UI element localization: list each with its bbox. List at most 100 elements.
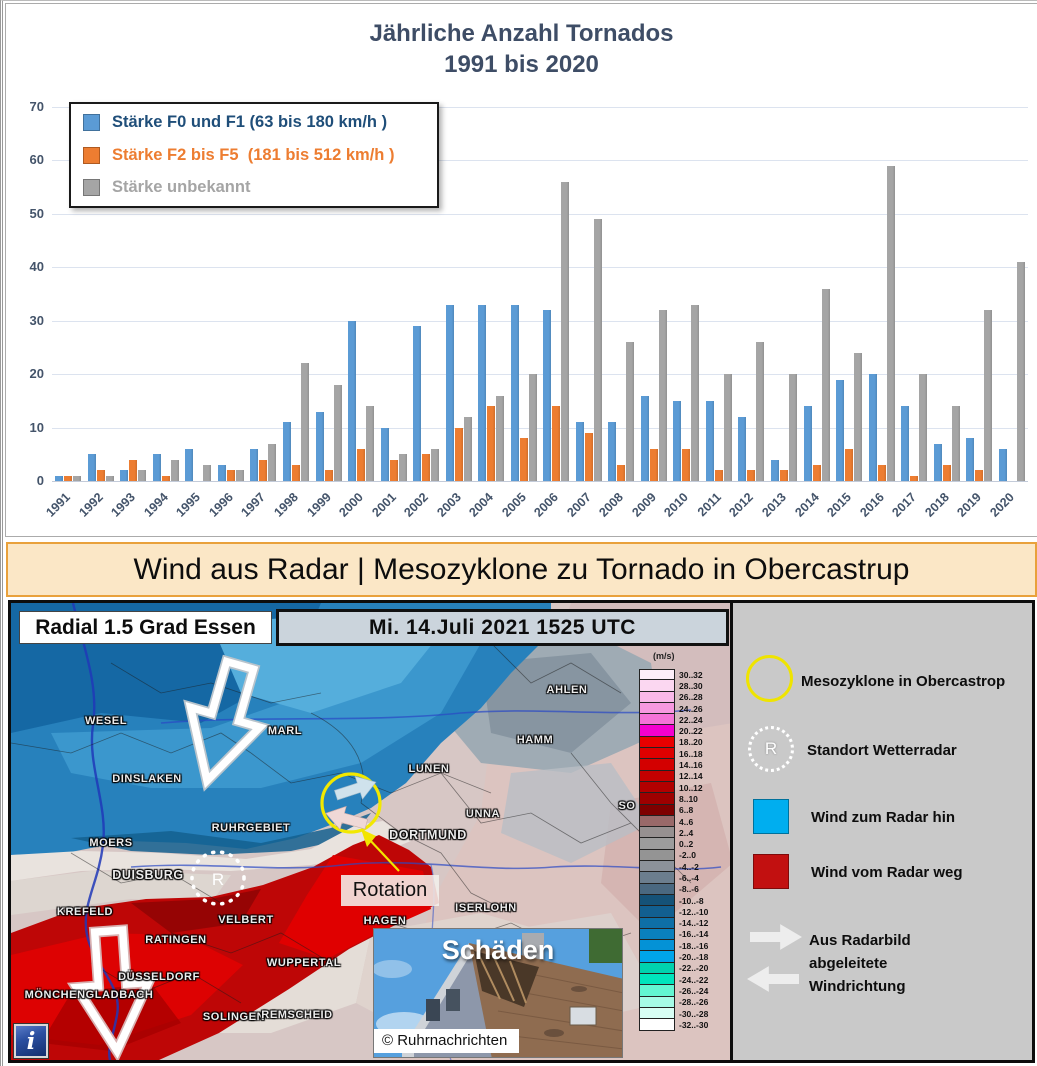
map-city-label: HAGEN — [363, 915, 407, 927]
bar-2020-series2 — [1016, 261, 1025, 481]
gridline — [52, 374, 1028, 376]
bar-2015-series0 — [836, 379, 845, 481]
map-city-label: DUISBURG — [112, 868, 184, 882]
bar-1994-series2 — [170, 459, 179, 481]
bar-2003-series1 — [454, 427, 463, 481]
legend-label: Stärke unbekannt — [112, 178, 251, 196]
colorbar-swatch — [639, 1019, 675, 1031]
bar-1995-series2 — [203, 464, 212, 481]
bar-2004-series1 — [487, 406, 496, 481]
y-axis-tick: 70 — [29, 99, 44, 114]
bar-1996-series2 — [235, 470, 244, 481]
colorbar-row: -16..-14 — [639, 928, 708, 941]
gridline — [52, 427, 1028, 429]
legend-swatch-orange — [83, 146, 100, 164]
legend-swatch-blue — [83, 114, 100, 131]
map-title: Radial 1.5 Grad Essen — [19, 611, 272, 644]
gridline — [52, 160, 1028, 162]
bar-2020-series0 — [998, 448, 1007, 481]
chart-legend: Stärke F0 und F1 (63 bis 180 km/h ) Stär… — [69, 102, 439, 208]
colorbar-label: 22..24 — [679, 714, 703, 725]
bar-2011-series0 — [705, 400, 714, 481]
bar-2005-series1 — [519, 438, 528, 481]
colorbar-swatch — [639, 748, 675, 760]
colorbar-label: 10..12 — [679, 782, 703, 793]
y-axis-tick: 60 — [29, 152, 44, 168]
bar-2010-series0 — [673, 400, 682, 481]
colorbar-swatch — [639, 770, 675, 782]
velocity-colorbar: (m/s) 30..32 28..30 26..28 24..26 22..24 20..… — [639, 651, 708, 1031]
colorbar-swatch — [639, 804, 675, 816]
damage-photo-inset: Schäden © Ruhrnachrichten — [373, 928, 623, 1058]
colorbar-swatch — [639, 691, 675, 703]
colorbar-label: -26..-24 — [679, 985, 709, 996]
map-city-label: MARL — [267, 725, 303, 737]
colorbar-swatch — [639, 725, 675, 737]
bar-2000-series0 — [348, 320, 357, 481]
colorbar-row: 2..4 — [639, 827, 708, 839]
bar-2008-series0 — [608, 422, 617, 481]
bar-1991-series1 — [64, 475, 73, 481]
colorbar-swatch — [639, 702, 675, 715]
colorbar-swatch — [639, 669, 675, 681]
arrow-left-icon — [747, 966, 799, 992]
colorbar-label: -12..-10 — [679, 906, 709, 917]
map-city-label: WESEL — [84, 715, 128, 727]
y-axis-tick: 30 — [29, 312, 44, 328]
bar-1993-series1 — [129, 459, 138, 481]
bar-2017-series0 — [901, 406, 910, 481]
bar-2007-series1 — [584, 432, 593, 481]
legend-swatch-gray — [83, 179, 100, 196]
legend-label: Stärke F0 und F1 (63 bis 180 km/h ) — [112, 113, 388, 131]
map-city-label: RATINGEN — [145, 934, 207, 946]
bar-2018-series1 — [942, 464, 951, 481]
colorbar-label: 20..22 — [679, 726, 703, 737]
bar-group-2011 — [703, 374, 736, 481]
bar-2006-series0 — [543, 310, 552, 481]
radar-section: R Radial 1.5 Grad Essen Mi. 14.Juli 2021… — [8, 600, 1035, 1063]
bar-2018-series2 — [951, 406, 960, 481]
y-axis-tick: 40 — [29, 259, 44, 275]
colorbar-swatch — [639, 815, 675, 828]
bar-2016-series0 — [868, 374, 877, 481]
colorbar-swatch — [639, 827, 675, 839]
arrow-right-icon — [750, 924, 802, 950]
colorbar-label: -10..-8 — [679, 895, 704, 906]
colorbar-row: 14..16 — [639, 759, 708, 771]
bar-2009-series2 — [658, 310, 667, 481]
bar-group-2017 — [898, 374, 931, 481]
colorbar-row: -18..-16 — [639, 940, 708, 952]
bar-2001-series0 — [380, 427, 389, 481]
bar-1994-series1 — [161, 475, 170, 481]
wind-toward-symbol — [753, 799, 789, 834]
bar-group-1997 — [247, 443, 280, 481]
map-city-label: DORTMUND — [389, 828, 467, 842]
colorbar-label: -14..-12 — [679, 918, 709, 929]
bar-1996-series0 — [217, 464, 226, 481]
panel-label-wind-direction: Aus Radarbild abgeleitete Windrichtung — [809, 932, 911, 995]
panel-label-radar-site: Standort Wetterradar — [807, 742, 957, 759]
colorbar-swatch — [639, 714, 675, 726]
bar-group-2003 — [442, 304, 475, 481]
colorbar-row: 4..6 — [639, 815, 708, 828]
bar-2018-series0 — [933, 443, 942, 481]
colorbar-label: 8..10 — [679, 793, 698, 804]
colorbar-label: -6..-4 — [679, 872, 699, 883]
bar-group-2010 — [670, 304, 703, 481]
bar-group-1994 — [150, 454, 183, 481]
radar-site-letter: R — [212, 870, 224, 889]
colorbar-row: -4..-2 — [639, 861, 708, 873]
colorbar-unit: (m/s) — [653, 651, 675, 661]
bar-group-2009 — [638, 310, 671, 481]
colorbar-row: -20..-18 — [639, 951, 708, 963]
bar-1993-series0 — [120, 470, 129, 481]
map-city-label: VELBERT — [218, 914, 274, 926]
inset-title: Schäden — [441, 935, 555, 965]
bar-2017-series1 — [910, 475, 919, 481]
bar-2017-series2 — [919, 374, 928, 481]
colorbar-swatch — [639, 838, 675, 850]
radar-map: R Radial 1.5 Grad Essen Mi. 14.Juli 2021… — [11, 603, 733, 1060]
map-city-label: RUHRGEBIET — [211, 822, 291, 834]
y-axis-tick: 20 — [29, 366, 44, 382]
colorbar-row: 10..12 — [639, 781, 708, 794]
